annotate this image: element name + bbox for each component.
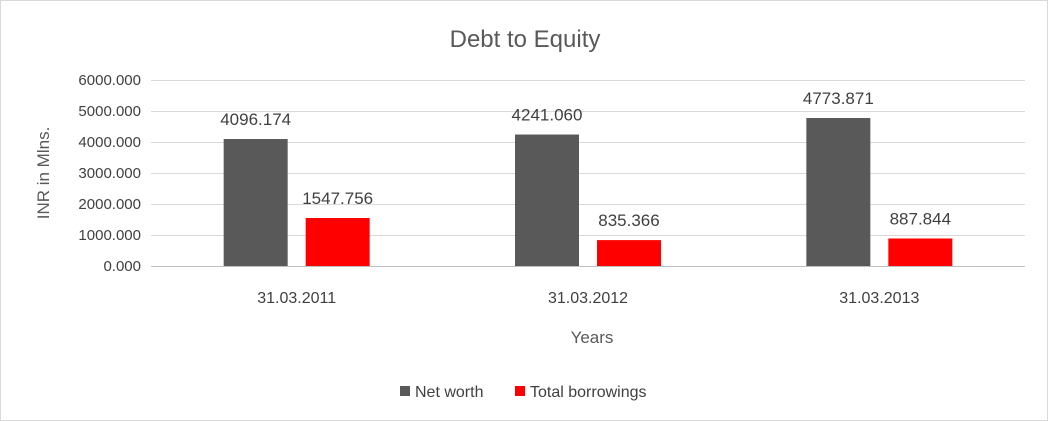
data-labels: 4096.174 1547.756 4241.060 835.366 4773.871 8… <box>220 89 951 230</box>
bars <box>223 118 953 266</box>
data-label: 4241.060 <box>512 106 583 125</box>
bar <box>806 118 871 266</box>
bar <box>305 218 370 266</box>
bar <box>597 240 661 266</box>
y-tick-label: 3000.000 <box>78 165 141 182</box>
legend-item: Total borrowings <box>515 384 647 401</box>
legend: Net worth Total borrowings <box>400 384 647 401</box>
x-category-label: 31.03.2012 <box>548 290 628 307</box>
x-axis-categories: 31.03.2011 31.03.2012 31.03.2013 <box>257 290 919 307</box>
data-label: 4096.174 <box>220 110 291 129</box>
legend-label: Total borrowings <box>530 384 647 401</box>
bar <box>515 134 579 266</box>
y-axis-ticks: 0.000 1000.000 2000.000 3000.000 4000.000 500… <box>78 72 141 275</box>
y-tick-label: 1000.000 <box>78 227 141 244</box>
data-label: 1547.756 <box>302 189 373 208</box>
legend-item: Net worth <box>400 384 483 401</box>
x-category-label: 31.03.2011 <box>257 290 336 307</box>
y-tick-label: 6000.000 <box>78 72 141 89</box>
x-category-label: 31.03.2013 <box>839 290 919 307</box>
bar <box>888 238 953 266</box>
data-label: 4773.871 <box>803 89 874 108</box>
y-tick-label: 0.000 <box>103 258 141 275</box>
y-tick-label: 2000.000 <box>78 196 141 213</box>
chart-title: Debt to Equity <box>450 26 601 53</box>
data-label: 835.366 <box>598 211 659 230</box>
x-axis-title: Years <box>571 328 614 347</box>
legend-swatch <box>515 386 525 396</box>
y-tick-label: 5000.000 <box>78 103 141 120</box>
legend-label: Net worth <box>415 384 483 401</box>
legend-swatch <box>400 386 410 396</box>
gridlines <box>151 80 1025 267</box>
y-axis-title: INR in Mlns. <box>34 127 53 220</box>
y-tick-label: 4000.000 <box>78 134 141 151</box>
data-label: 887.844 <box>890 209 951 228</box>
bar <box>223 139 288 266</box>
